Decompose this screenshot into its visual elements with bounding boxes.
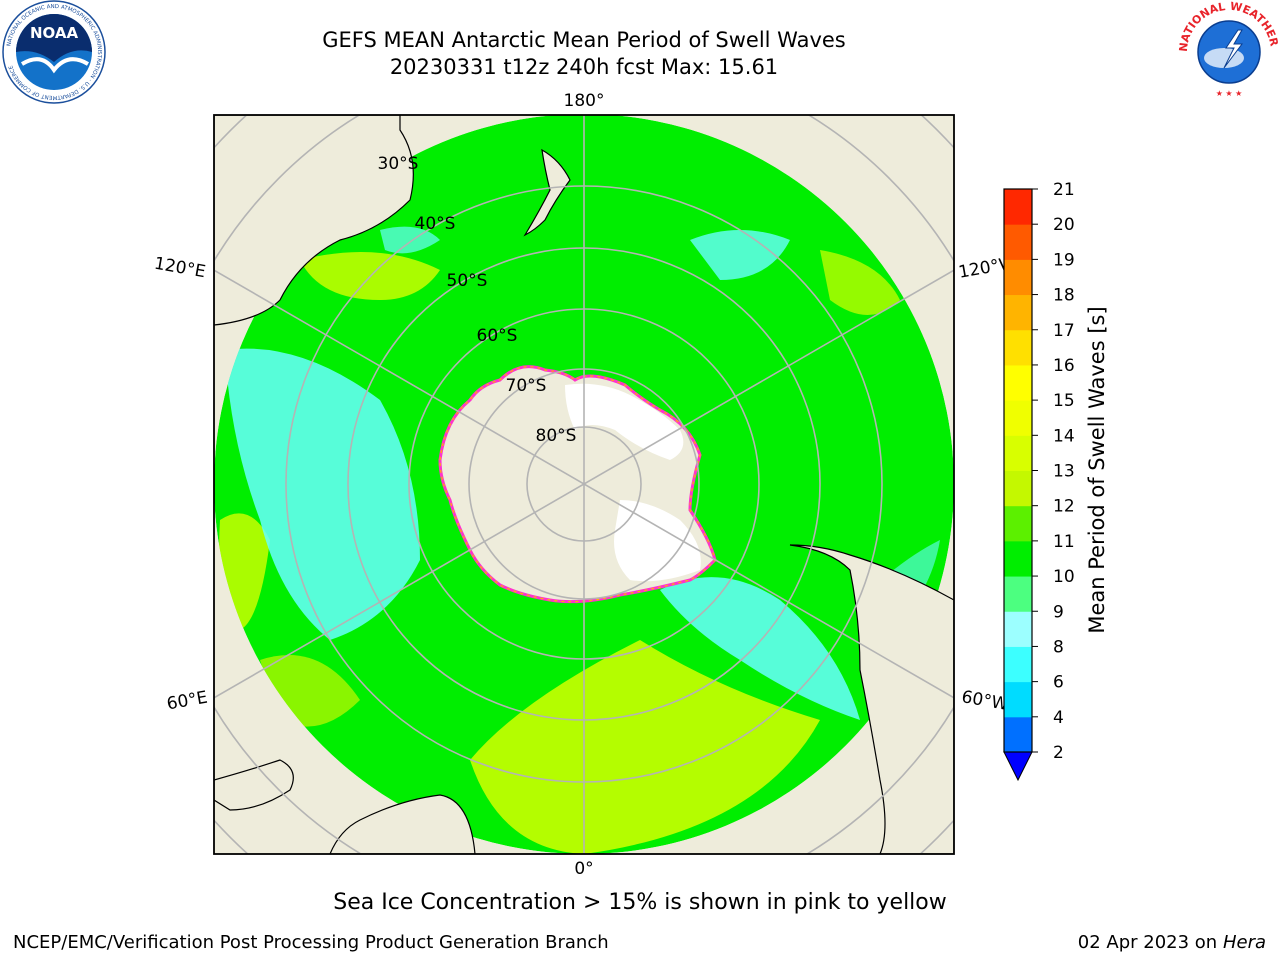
- colorbar-segment: [1004, 646, 1032, 683]
- lon-label-0: 0°: [574, 859, 593, 879]
- sea-ice-edge: [439, 366, 716, 603]
- colorbar-segment: [1004, 540, 1032, 577]
- noaa-logo-icon: NOAA NATIONAL OCEANIC AND ATMOSPHERIC AD…: [2, 0, 106, 104]
- footer-host: Hera: [1222, 932, 1266, 953]
- colorbar-tick-label: 14: [1053, 426, 1075, 446]
- colorbar-tick-label: 16: [1053, 356, 1075, 376]
- colorbar-tick-label: 2: [1053, 743, 1064, 763]
- colorbar-tick-label: 10: [1053, 567, 1075, 587]
- colorbar-segment: [1004, 611, 1032, 647]
- lat-label-60s: 60°S: [477, 326, 518, 346]
- lat-label-70s: 70°S: [506, 376, 547, 396]
- lat-label-50s: 50°S: [447, 271, 488, 291]
- colorbar-segment: [1004, 400, 1032, 436]
- sea-ice-note: Sea Ice Concentration > 15% is shown in …: [333, 890, 947, 915]
- colorbar-tick-label: 20: [1053, 215, 1075, 235]
- new-zealand-land: [523, 148, 571, 237]
- colorbar-tick-label: 8: [1053, 637, 1064, 657]
- colorbar: 2 4 6 8 9 10 11 12 13 14 15 16 17 18 19 20 21: [1003, 180, 1075, 782]
- svg-text:NOAA: NOAA: [30, 24, 79, 42]
- colorbar-segment: [1004, 189, 1032, 225]
- graticule: [214, 115, 954, 854]
- footer-date-text: 02 Apr 2023 on: [1077, 932, 1218, 953]
- madagascar-land: [214, 759, 294, 811]
- footer-date: 02 Apr 2023 on Hera: [1078, 932, 1266, 953]
- colorbar-segment: [1004, 505, 1032, 542]
- lon-label-120e: 120°E: [153, 254, 207, 283]
- australia-land: [214, 115, 414, 326]
- colorbar-segment: [1004, 224, 1032, 260]
- map-frame: [213, 114, 955, 855]
- colorbar-segment: [1004, 681, 1032, 718]
- colorbar-tick-label: 12: [1053, 497, 1075, 517]
- colorbar-tick-label: 6: [1053, 673, 1064, 693]
- lat-label-40s: 40°S: [415, 214, 456, 234]
- colorbar-tick-label: 4: [1053, 708, 1064, 728]
- colorbar-segment: [1004, 470, 1032, 507]
- svg-text:★ ★ ★: ★ ★ ★: [1216, 89, 1243, 98]
- weddell-ice-shelf: [614, 500, 701, 582]
- lat-label-30s: 30°S: [378, 154, 419, 174]
- colorbar-segment: [1004, 259, 1032, 296]
- lon-label-60e: 60°E: [165, 688, 209, 715]
- colorbar-tick-label: 9: [1053, 602, 1064, 622]
- lon-label-180: 180°: [564, 91, 605, 111]
- colorbar-tick-label: 11: [1053, 532, 1075, 552]
- chart-subtitle: 20230331 t12z 240h fcst Max: 15.61: [389, 55, 779, 79]
- nws-logo-icon: NATIONAL WEATHER SERVICE ★ ★ ★: [1178, 0, 1280, 100]
- colorbar-segment: [1004, 435, 1032, 471]
- colorbar-tick-label: 17: [1053, 321, 1075, 341]
- lat-label-80s: 80°S: [536, 426, 577, 446]
- colorbar-extend-arrow: [1003, 751, 1033, 782]
- colorbar-label: Mean Period of Swell Waves [s]: [1085, 306, 1109, 634]
- colorbar-segment: [1004, 576, 1032, 612]
- colorbar-segment: [1004, 329, 1032, 366]
- colorbar-tick-label: 19: [1053, 250, 1075, 270]
- africa-land: [329, 794, 476, 854]
- colorbar-segment: [1004, 716, 1032, 753]
- ross-ice-shelf: [565, 383, 684, 460]
- chart-title: GEFS MEAN Antarctic Mean Period of Swell…: [322, 28, 846, 52]
- colorbar-tick-label: 21: [1053, 180, 1075, 200]
- colorbar-segment: [1004, 294, 1032, 331]
- colorbar-tick-label: 18: [1053, 286, 1075, 306]
- colorbar-tick-label: 13: [1053, 462, 1075, 482]
- colorbar-tick-label: 15: [1053, 391, 1075, 411]
- colorbar-segment: [1004, 364, 1032, 401]
- footer-credit: NCEP/EMC/Verification Post Processing Pr…: [13, 932, 609, 953]
- lon-label-60w: 60°W: [960, 687, 1010, 715]
- south-america-land: [789, 544, 954, 854]
